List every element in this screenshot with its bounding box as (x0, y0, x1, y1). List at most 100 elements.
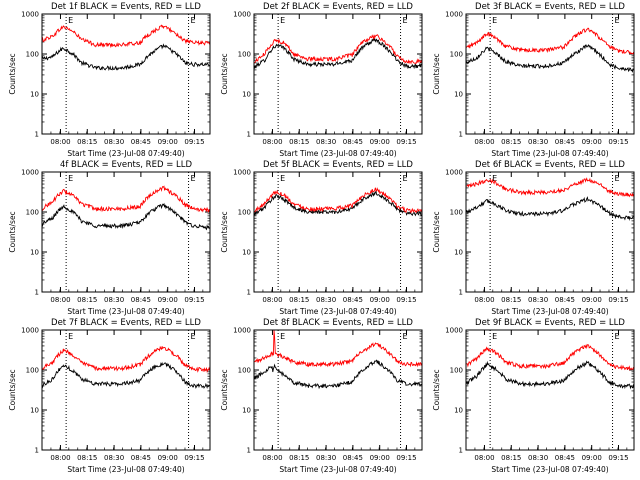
event-marker-label: E (615, 16, 620, 25)
y-axis-label: Counts/sec (8, 211, 17, 252)
y-tick-label: 10 (242, 407, 251, 415)
plot-frame (253, 329, 423, 451)
x-tick-label: 08:15 (77, 296, 97, 304)
lld-series-line (465, 27, 635, 55)
y-tick-label: 1000 (233, 327, 251, 335)
y-tick-label: 100 (238, 367, 251, 375)
y-tick-label: 100 (450, 51, 463, 59)
event-marker-label: E (68, 174, 73, 183)
x-tick-label: 08:30 (104, 296, 124, 304)
lld-series-line (253, 187, 423, 214)
y-tick-label: 1 (35, 131, 39, 139)
x-tick-label: 09:00 (582, 296, 602, 304)
x-tick-label: 08:45 (555, 138, 575, 146)
panel-title: Det 3f BLACK = Events, RED = LLD (475, 2, 625, 12)
x-tick-label: 08:15 (77, 454, 97, 462)
lld-series-line (41, 345, 211, 373)
y-tick-label: 1 (459, 289, 463, 297)
x-tick-label: 09:15 (184, 454, 204, 462)
x-tick-label: 08:15 (289, 454, 309, 462)
event-marker-label: E (280, 332, 285, 341)
y-axis-label: Counts/sec (220, 211, 229, 252)
panel-title: Det 8f BLACK = Events, RED = LLD (263, 318, 413, 328)
events-series-line (41, 361, 210, 390)
y-tick-label: 10 (30, 91, 39, 99)
panel-title: Det 9f BLACK = Events, RED = LLD (475, 318, 625, 328)
y-tick-label: 10 (30, 249, 39, 257)
y-tick-label: 1000 (445, 169, 463, 177)
y-tick-label: 1000 (445, 327, 463, 335)
plot-frame (253, 13, 423, 135)
x-tick-label: 08:45 (555, 296, 575, 304)
x-tick-label: 09:00 (370, 454, 390, 462)
x-axis-label: Start Time (23-Jul-08 07:49:40) (67, 465, 184, 474)
x-axis-label: Start Time (23-Jul-08 07:49:40) (491, 465, 608, 474)
panel-title: Det 6f BLACK = Events, RED = LLD (475, 160, 625, 170)
event-marker-label: E (191, 332, 196, 341)
events-series-line (41, 202, 210, 231)
event-marker-label: E (492, 332, 497, 341)
y-tick-label: 1000 (445, 11, 463, 19)
lld-series-line (465, 343, 635, 371)
lld-series-line (41, 24, 211, 49)
lld-series-line (253, 34, 423, 65)
x-tick-label: 08:00 (262, 296, 282, 304)
x-tick-label: 08:30 (528, 296, 548, 304)
x-axis-label: Start Time (23-Jul-08 07:49:40) (279, 465, 396, 474)
y-tick-label: 1000 (233, 169, 251, 177)
x-tick-label: 08:30 (528, 138, 548, 146)
x-tick-label: 08:45 (343, 138, 363, 146)
y-tick-label: 100 (26, 209, 39, 217)
x-tick-label: 08:45 (343, 296, 363, 304)
event-marker-label: E (403, 332, 408, 341)
y-axis-label: Counts/sec (8, 369, 17, 410)
x-axis-label: Start Time (23-Jul-08 07:49:40) (67, 149, 184, 158)
event-marker-label: E (403, 174, 408, 183)
detector-panel-5: Det 5f BLACK = Events, RED = LLD Counts/s… (220, 160, 423, 316)
detector-panel-3: Det 3f BLACK = Events, RED = LLD Counts/s… (432, 2, 635, 158)
plot-frame (465, 13, 635, 135)
x-tick-label: 09:15 (396, 296, 416, 304)
x-tick-label: 09:00 (158, 454, 178, 462)
y-axis-label: Counts/sec (220, 53, 229, 94)
x-tick-label: 08:15 (289, 296, 309, 304)
y-tick-label: 10 (454, 91, 463, 99)
x-tick-label: 08:00 (50, 138, 70, 146)
x-tick-label: 08:15 (501, 454, 521, 462)
y-tick-label: 1000 (233, 11, 251, 19)
x-tick-label: 09:00 (370, 138, 390, 146)
y-tick-label: 100 (450, 209, 463, 217)
x-tick-label: 08:00 (474, 454, 494, 462)
lld-series-line (41, 185, 211, 213)
event-marker-label: E (68, 332, 73, 341)
panel-title: Det 5f BLACK = Events, RED = LLD (263, 160, 413, 170)
y-tick-label: 100 (238, 209, 251, 217)
y-tick-label: 1000 (21, 327, 39, 335)
x-tick-label: 08:15 (77, 138, 97, 146)
x-tick-label: 08:45 (131, 454, 151, 462)
y-tick-label: 10 (454, 407, 463, 415)
event-marker-label: E (615, 332, 620, 341)
plot-frame (41, 171, 211, 293)
x-tick-label: 08:00 (474, 296, 494, 304)
y-tick-label: 100 (450, 367, 463, 375)
y-tick-label: 10 (30, 407, 39, 415)
y-tick-label: 1 (459, 131, 463, 139)
x-tick-label: 09:15 (608, 296, 628, 304)
plot-frame (41, 13, 211, 135)
events-series-line (253, 359, 422, 390)
y-axis-label: Counts/sec (432, 53, 441, 94)
y-axis-label: Counts/sec (8, 53, 17, 94)
y-tick-label: 10 (242, 249, 251, 257)
plot-frame (41, 329, 211, 451)
panel-title: Det 2f BLACK = Events, RED = LLD (263, 2, 413, 12)
x-tick-label: 08:30 (104, 138, 124, 146)
x-tick-label: 08:00 (50, 296, 70, 304)
x-tick-label: 08:30 (528, 454, 548, 462)
event-marker-label: E (68, 16, 73, 25)
x-tick-label: 08:15 (501, 138, 521, 146)
events-series-line (253, 190, 422, 217)
y-tick-label: 100 (26, 367, 39, 375)
panel-title: Det 1f BLACK = Events, RED = LLD (51, 2, 201, 12)
